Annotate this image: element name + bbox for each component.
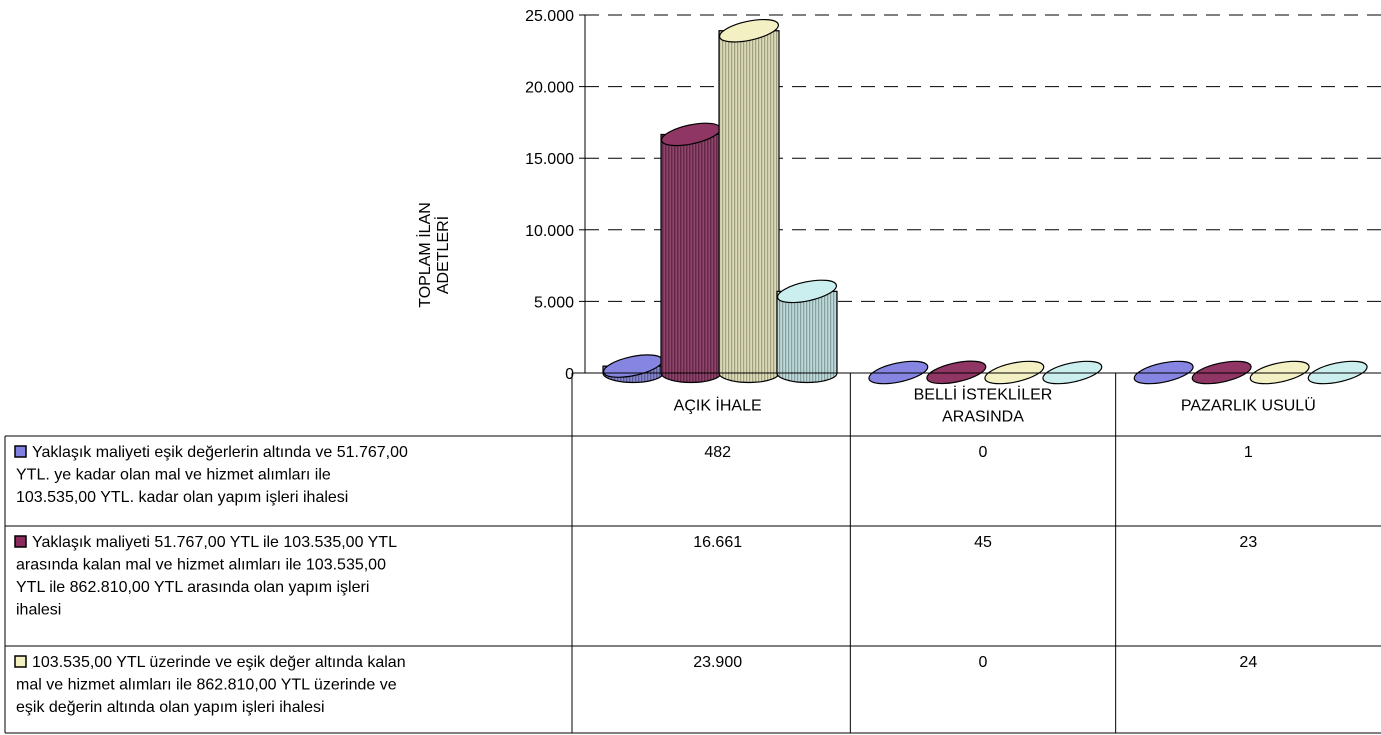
legend-label: YTL ile 862.810,00 YTL arasında olan yap… <box>16 579 369 596</box>
data-value: 23 <box>1239 534 1257 551</box>
legend-label: Yaklaşık maliyeti 51.767,00 YTL ile 103.… <box>32 534 397 551</box>
y-axis-title: TOPLAM İLAN ADETLERİ <box>415 202 452 308</box>
legend-label: eşik değerin altında olan yapım işleri i… <box>16 699 325 716</box>
bar <box>926 360 987 385</box>
legend-label: 103.535,00 YTL üzerinde ve eşik değer al… <box>32 654 406 671</box>
bar <box>776 279 838 384</box>
y-tick-label: 5.000 <box>534 294 574 311</box>
category-label: ARASINDA <box>942 409 1024 426</box>
category-label: BELLİ İSTEKLİLER <box>914 385 1053 404</box>
y-tick-label: 25.000 <box>525 8 574 25</box>
data-value: 0 <box>979 444 988 461</box>
legend-swatch <box>14 535 27 548</box>
legend-label: arasında kalan mal ve hizmet alımları il… <box>16 557 386 574</box>
legend-label: YTL. ye kadar olan mal ve hizmet alımlar… <box>16 467 331 484</box>
data-table: AÇIK İHALE BELLİ İSTEKLİLER ARASINDA PAZARL… <box>4 372 1381 734</box>
bar-body <box>718 30 780 384</box>
value-axis: 0 5.000 10.000 15.000 20.000 25.000 TOPLAM İLA… <box>415 8 586 383</box>
bar <box>660 122 722 384</box>
data-value: 16.661 <box>693 534 742 551</box>
bar-body <box>776 290 838 384</box>
data-value: 1 <box>1244 444 1253 461</box>
bar-top <box>718 18 780 43</box>
y-axis-title-line: ADETLERİ <box>433 216 452 294</box>
data-value: 482 <box>704 444 731 461</box>
y-axis-title-line: TOPLAM İLAN <box>415 202 434 308</box>
data-value: 0 <box>979 654 988 671</box>
legend-swatch <box>14 655 27 668</box>
legend-label: 103.535,00 YTL. kadar olan yapım işleri … <box>16 489 348 506</box>
legend-label: mal ve hizmet alımları ile 862.810,00 YT… <box>16 677 397 694</box>
y-tick-label: 20.000 <box>525 80 574 97</box>
bar-top <box>926 360 987 385</box>
bar <box>718 18 780 384</box>
y-tick-label: 15.000 <box>525 151 574 168</box>
category-label: PAZARLIK USULÜ <box>1181 397 1316 415</box>
data-value: 45 <box>974 534 992 551</box>
data-value: 24 <box>1239 654 1257 671</box>
bar-body <box>660 133 722 384</box>
data-value: 23.900 <box>693 654 742 671</box>
bar-top <box>776 279 838 304</box>
y-tick-label: 10.000 <box>525 223 574 240</box>
grid-lines <box>585 14 1381 302</box>
category-label: AÇIK İHALE <box>674 396 762 415</box>
bar-area <box>602 18 1368 385</box>
y-tick-label: 0 <box>565 366 574 383</box>
legend-swatch <box>14 445 27 458</box>
legend-label: Yaklaşık maliyeti eşik değerlerin altınd… <box>32 444 408 461</box>
legend-label: ihalesi <box>16 602 61 619</box>
bar <box>602 354 664 384</box>
